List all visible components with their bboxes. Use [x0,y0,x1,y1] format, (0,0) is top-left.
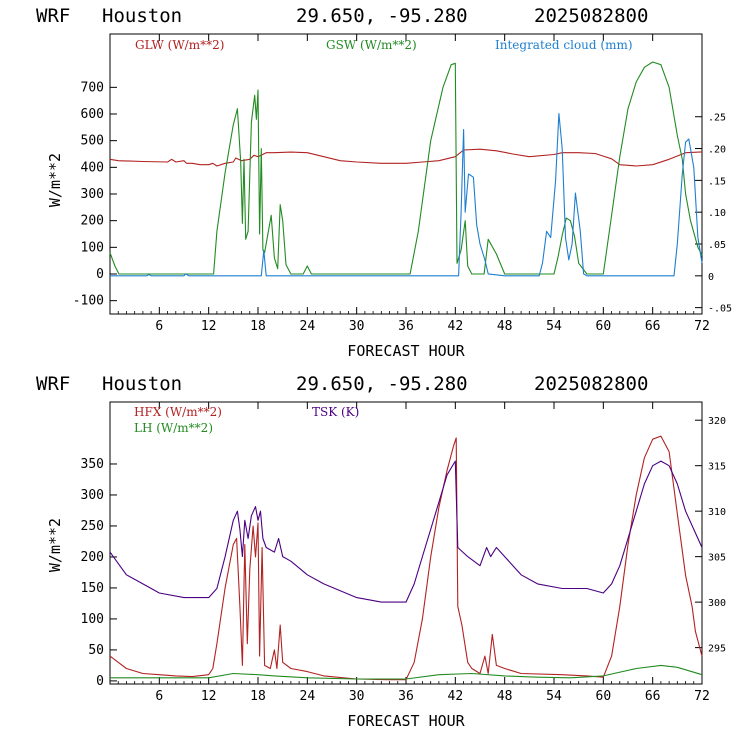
y-tick-label: 300 [81,187,104,202]
x-tick-label: 12 [201,689,217,704]
y-tick-label: 500 [81,134,104,149]
x-tick-label: 66 [645,319,661,334]
x-tick-label: 36 [398,319,414,334]
top-header-model: WRF [36,5,70,27]
x-tick-label: 48 [497,689,513,704]
x-tick-label: 60 [596,689,612,704]
top-header-location: Houston [102,5,182,27]
top-ylabel: W/m**2 [46,153,64,207]
x-tick-label: 24 [300,689,316,704]
y-tick-label: 250 [81,519,104,534]
y2-tick-label: 315 [708,462,726,473]
x-tick-label: 36 [398,689,414,704]
bottom-series-lines [109,435,703,681]
series-line-integrated [110,112,703,277]
x-tick-label: 18 [250,319,266,334]
y-tick-label: 200 [81,214,104,229]
x-tick-label: 12 [201,319,217,334]
y-tick-label: -100 [73,294,104,309]
x-tick-label: 42 [448,689,464,704]
y2-tick-label: 310 [708,507,726,518]
top-header-init: 2025082800 [534,5,648,27]
x-tick-label: 18 [250,689,266,704]
top-legend-glw: GLW (W/m**2) [135,38,224,52]
x-tick-label: 60 [596,319,612,334]
y-tick-label: 50 [88,643,104,658]
x-tick-label: 30 [349,319,365,334]
top-xlabel: FORECAST HOUR [347,342,465,360]
top-header-coords: 29.650, -95.280 [296,5,468,27]
series-line-tsk [109,460,703,603]
top-series-lines [109,61,703,277]
bottom-header-coords: 29.650, -95.280 [296,373,468,395]
series-line-glw [109,148,703,167]
bottom-panel: WRF Houston 29.650, -95.280 2025082800 6… [36,373,726,730]
y2-tick-label: 0 [708,272,714,283]
top-plot-frame [109,33,703,315]
bottom-legend-hfx: HFX (W/m**2) [134,405,222,419]
x-tick-label: 54 [546,319,562,334]
x-tick-label: 30 [349,689,365,704]
y2-tick-label: .25 [708,113,726,124]
bottom-legend-tsk: TSK (K) [312,405,359,419]
y2-tick-label: 320 [708,416,726,427]
y-tick-label: 100 [81,612,104,627]
y-tick-label: 400 [81,160,104,175]
x-tick-label: 72 [694,689,710,704]
series-line-lh [110,664,703,680]
y2-tick-label: 305 [708,553,726,564]
y2-tick-label: -.05 [708,304,732,315]
bottom-header-model: WRF [36,373,70,395]
top-legend-cloud: Integrated cloud (mm) [495,38,633,52]
y2-tick-label: .10 [708,208,726,219]
series-line-gsw [109,61,703,275]
y2-tick-label: 295 [708,644,726,655]
x-tick-label: 54 [546,689,562,704]
x-tick-label: 6 [155,319,163,334]
bottom-legend-lh: LH (W/m**2) [134,421,213,435]
y-tick-label: 700 [81,80,104,95]
y-tick-label: 300 [81,488,104,503]
top-panel: WRF Houston 29.650, -95.280 2025082800 6… [36,5,732,360]
x-tick-label: 66 [645,689,661,704]
top-legend-gsw: GSW (W/m**2) [326,38,417,52]
y-tick-label: 600 [81,107,104,122]
bottom-plot-frame [109,401,703,685]
top-axes: 6 12 18 24 30 36 42 48 54 60 66 72 -100 0 100 200 300 400… [73,34,732,334]
x-tick-label: 42 [448,319,464,334]
series-line-hfx [109,435,703,681]
x-tick-label: 48 [497,319,513,334]
bottom-xlabel: FORECAST HOUR [347,712,465,730]
x-tick-label: 24 [300,319,316,334]
y-tick-label: 150 [81,581,104,596]
y-tick-label: 350 [81,457,104,472]
x-tick-label: 6 [155,689,163,704]
y2-tick-label: .05 [708,240,726,251]
y-tick-label: 0 [96,267,104,282]
y2-tick-label: .20 [708,145,726,156]
x-tick-label: 72 [694,319,710,334]
bottom-header-location: Houston [102,373,182,395]
y-tick-label: 100 [81,240,104,255]
y2-tick-label: 300 [708,598,726,609]
bottom-axes: 6 12 18 24 30 36 42 48 54 60 66 72 0 50 100 150 200 250 30… [81,402,726,704]
bottom-ylabel: W/m**2 [46,518,64,572]
y-tick-label: 0 [96,674,104,689]
y-tick-label: 200 [81,550,104,565]
y2-tick-label: .15 [708,176,726,187]
bottom-header-init: 2025082800 [534,373,648,395]
